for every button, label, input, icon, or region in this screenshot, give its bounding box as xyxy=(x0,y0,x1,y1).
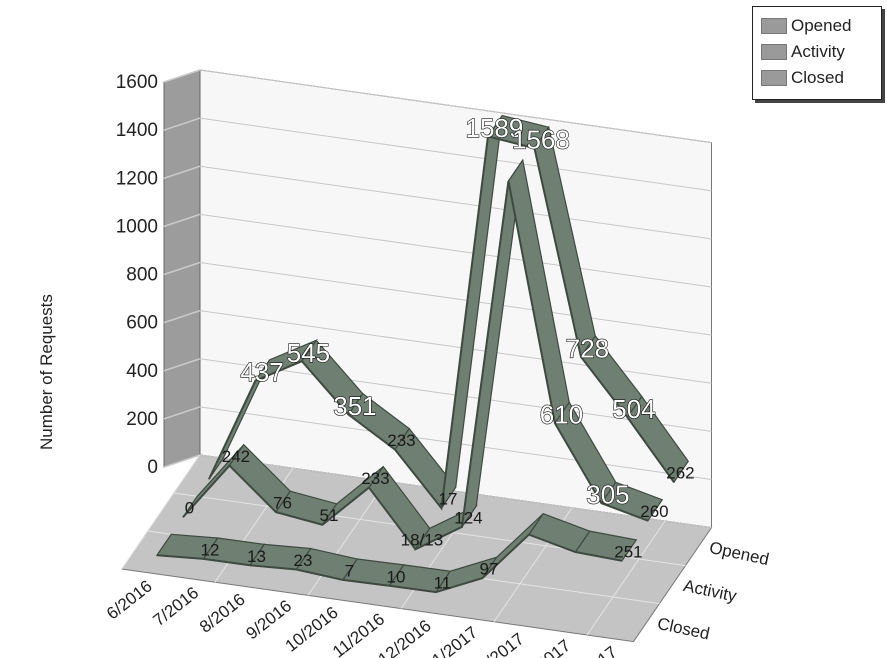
depth-label-activity: Activity xyxy=(682,576,739,606)
x-tick-10: 4/2017 xyxy=(568,642,621,658)
floor-cross-0 xyxy=(121,454,201,570)
grid-line-y-3 xyxy=(199,310,712,384)
series-ribbons xyxy=(155,114,689,594)
data-label-activity-4: 233 xyxy=(361,469,389,488)
data-label-opened-5: 17 xyxy=(438,490,457,509)
floor-cross-4 xyxy=(307,481,387,596)
side-grid-line-3 xyxy=(163,309,201,324)
floor-cross-10 xyxy=(586,520,666,636)
data-label-opened-7: 1568 xyxy=(512,125,570,155)
ribbon-closed-edge xyxy=(156,533,623,594)
data-label-closed-3: 23 xyxy=(293,551,312,570)
depth-label-opened: Opened xyxy=(708,538,771,569)
data-label-closed-1: 12 xyxy=(200,540,219,559)
y-tick-600: 600 xyxy=(126,313,158,334)
data-label-activity-1: 242 xyxy=(222,447,250,466)
data-label-activity-0: 0 xyxy=(185,499,194,518)
x-tick-7: 1/2017 xyxy=(429,623,482,658)
data-label-closed-7: 97 xyxy=(479,560,498,579)
data-label-activity-5: 18/13 xyxy=(401,531,444,550)
x-tick-1: 7/2016 xyxy=(150,583,203,630)
legend-swatch-opened xyxy=(761,18,787,34)
x-tick-9: 3/2017 xyxy=(522,636,575,658)
data-label-closed-10: 251 xyxy=(614,542,642,561)
y-tick-0: 0 xyxy=(147,457,158,478)
data-label-opened-2: 545 xyxy=(287,338,330,368)
data-label-activity-2: 76 xyxy=(273,494,292,513)
data-label-activity-3: 51 xyxy=(319,506,338,525)
side-grid-line-1 xyxy=(163,406,201,420)
legend-label-closed: Closed xyxy=(791,68,844,87)
legend-label-activity: Activity xyxy=(791,42,845,61)
data-label-activity-6: 124 xyxy=(454,508,482,527)
data-label-opened-3: 351 xyxy=(333,391,376,421)
x-tick-8: 2/2017 xyxy=(475,629,528,658)
side-grid-line-7 xyxy=(163,117,201,131)
ribbon-activity-edge xyxy=(182,180,649,551)
data-label-closed-5: 10 xyxy=(386,567,405,586)
y-tick-400: 400 xyxy=(126,361,158,382)
data-label-activity-9: 305 xyxy=(586,480,629,510)
legend-label-opened: Opened xyxy=(791,16,852,35)
grid-line-y-4 xyxy=(199,262,712,336)
side-grid-line-6 xyxy=(163,165,201,179)
data-label-opened-1: 437 xyxy=(240,357,283,387)
data-label-closed-6: 11 xyxy=(434,574,452,593)
grid-line-y-7 xyxy=(199,117,712,192)
side-grid-line-5 xyxy=(163,213,201,228)
y-tick-1400: 1400 xyxy=(116,120,158,141)
legend-swatch-closed xyxy=(761,70,787,86)
data-label-opened-10: 262 xyxy=(666,464,694,483)
data-label-activity-10: 260 xyxy=(640,502,668,521)
data-label-closed-2: 13 xyxy=(247,547,266,566)
side-grid-line-0 xyxy=(163,454,201,468)
depth-label-closed: Closed xyxy=(656,614,712,644)
grid-line-y-0 xyxy=(199,454,712,529)
y-axis-label: Number of Requests xyxy=(37,294,56,450)
side-grid-line-4 xyxy=(163,261,201,276)
y-tick-1000: 1000 xyxy=(116,216,158,237)
grid-line-y-8 xyxy=(199,69,712,144)
data-label-closed-4: 7 xyxy=(345,561,354,580)
data-label-opened-4: 233 xyxy=(387,431,415,450)
data-label-activity-8: 610 xyxy=(540,400,583,430)
data-label-opened-6: 1589 xyxy=(466,113,524,143)
ribbon-opened-edge xyxy=(208,135,675,511)
legend: Opened Activity Closed xyxy=(752,6,882,100)
side-grid-line-8 xyxy=(163,69,201,83)
legend-item-activity: Activity xyxy=(761,41,845,63)
side-grid-line-2 xyxy=(163,358,201,372)
x-tick-2: 8/2016 xyxy=(196,590,249,637)
y-tick-1600: 1600 xyxy=(116,72,158,93)
legend-swatch-activity xyxy=(761,44,787,60)
grid-line-y-5 xyxy=(199,213,712,288)
y-tick-200: 200 xyxy=(126,409,158,430)
legend-item-closed: Closed xyxy=(761,67,844,89)
legend-item-opened: Opened xyxy=(761,15,852,37)
y-axis-ticks: 0 200 400 600 800 1000 1200 1400 1600 xyxy=(116,72,158,478)
grid-line-y-6 xyxy=(199,165,712,240)
x-tick-0: 6/2016 xyxy=(103,576,156,623)
data-label-opened-8: 728 xyxy=(566,333,609,363)
y-tick-1200: 1200 xyxy=(116,168,158,189)
data-label-opened-9: 504 xyxy=(612,394,655,424)
y-tick-800: 800 xyxy=(126,265,158,286)
